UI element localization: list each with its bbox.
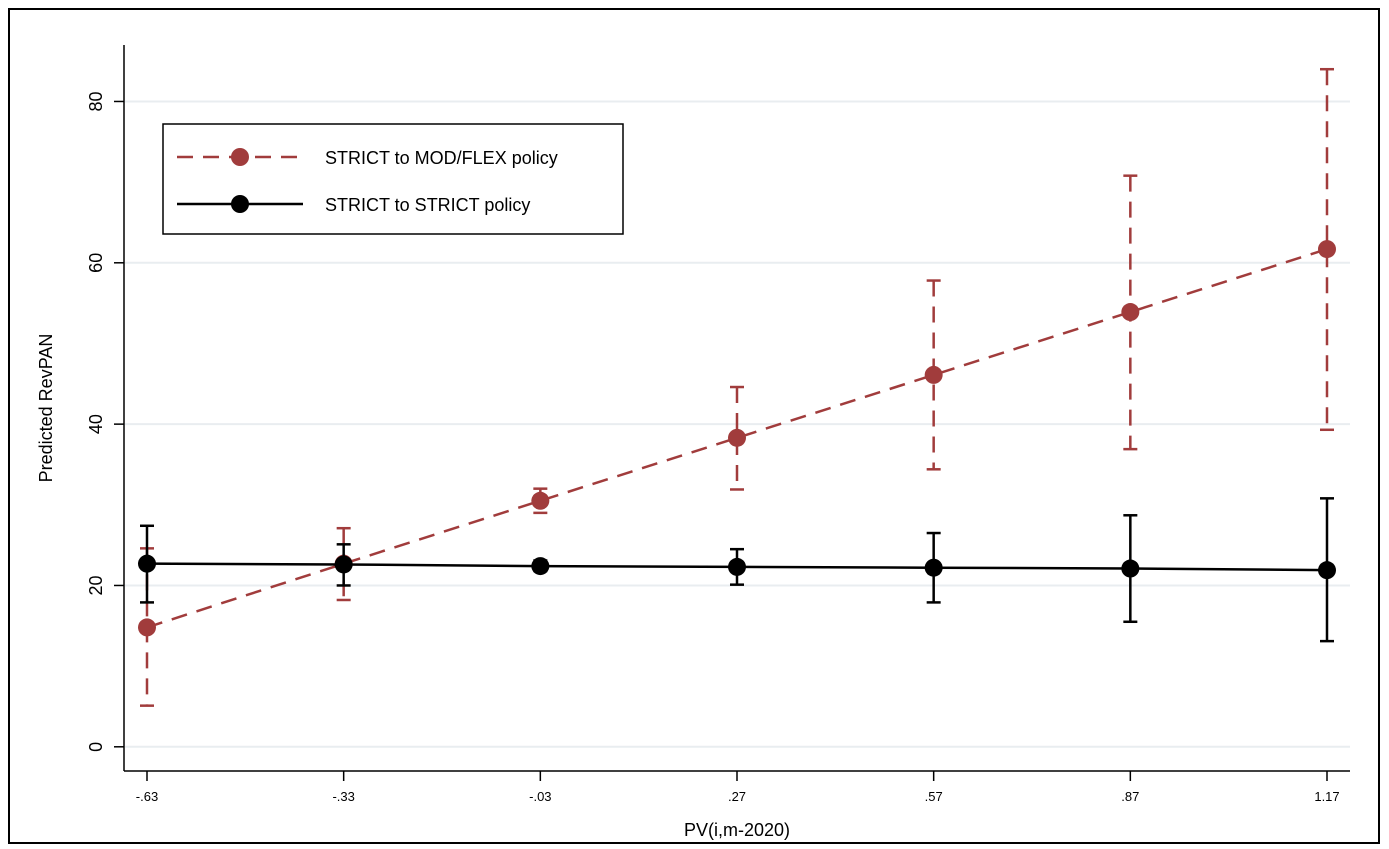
data-point xyxy=(334,555,353,574)
series-1 xyxy=(138,497,1336,643)
y-tick-label: 60 xyxy=(86,253,106,273)
series-0 xyxy=(138,67,1336,707)
legend-label-0: STRICT to MOD/FLEX policy xyxy=(325,148,558,168)
data-point xyxy=(728,428,746,447)
legend-box xyxy=(162,123,624,235)
data-point xyxy=(728,557,746,576)
data-point xyxy=(1121,303,1140,322)
data-point xyxy=(924,558,943,577)
x-tick-label: .27 xyxy=(728,789,746,804)
series-group xyxy=(138,67,1336,707)
x-tick-label: -.33 xyxy=(332,789,354,804)
x-tick-label: 1.17 xyxy=(1314,789,1339,804)
tick-marks: 0 20 40 60 80 -.63 -.33 -.03 .27 .57 .87 1.17 xyxy=(86,91,1340,804)
x-tick-label: -.03 xyxy=(529,789,551,804)
data-point xyxy=(138,554,156,573)
legend-swatch-marker-0 xyxy=(231,148,249,166)
y-tick-label: 80 xyxy=(86,91,106,111)
data-point xyxy=(138,618,156,637)
y-tick-label: 0 xyxy=(86,742,106,752)
legend-label-1: STRICT to STRICT policy xyxy=(325,195,530,215)
y-tick-label: 40 xyxy=(86,414,106,434)
data-point xyxy=(531,491,550,510)
data-point xyxy=(1318,561,1336,580)
data-point xyxy=(531,557,550,576)
x-axis-title: PV(i,m-2020) xyxy=(684,820,790,840)
x-tick-label: .57 xyxy=(925,789,943,804)
data-point xyxy=(924,365,943,384)
x-tick-label: .87 xyxy=(1121,789,1139,804)
y-axis-title: Predicted RevPAN xyxy=(36,334,56,483)
data-point xyxy=(1121,559,1140,578)
legend-swatch-marker-1 xyxy=(231,195,249,213)
x-tick-label: -.63 xyxy=(136,789,158,804)
data-point xyxy=(1318,240,1336,259)
y-tick-label: 20 xyxy=(86,575,106,595)
legend: STRICT to MOD/FLEX policy STRICT to STRI… xyxy=(162,123,624,235)
